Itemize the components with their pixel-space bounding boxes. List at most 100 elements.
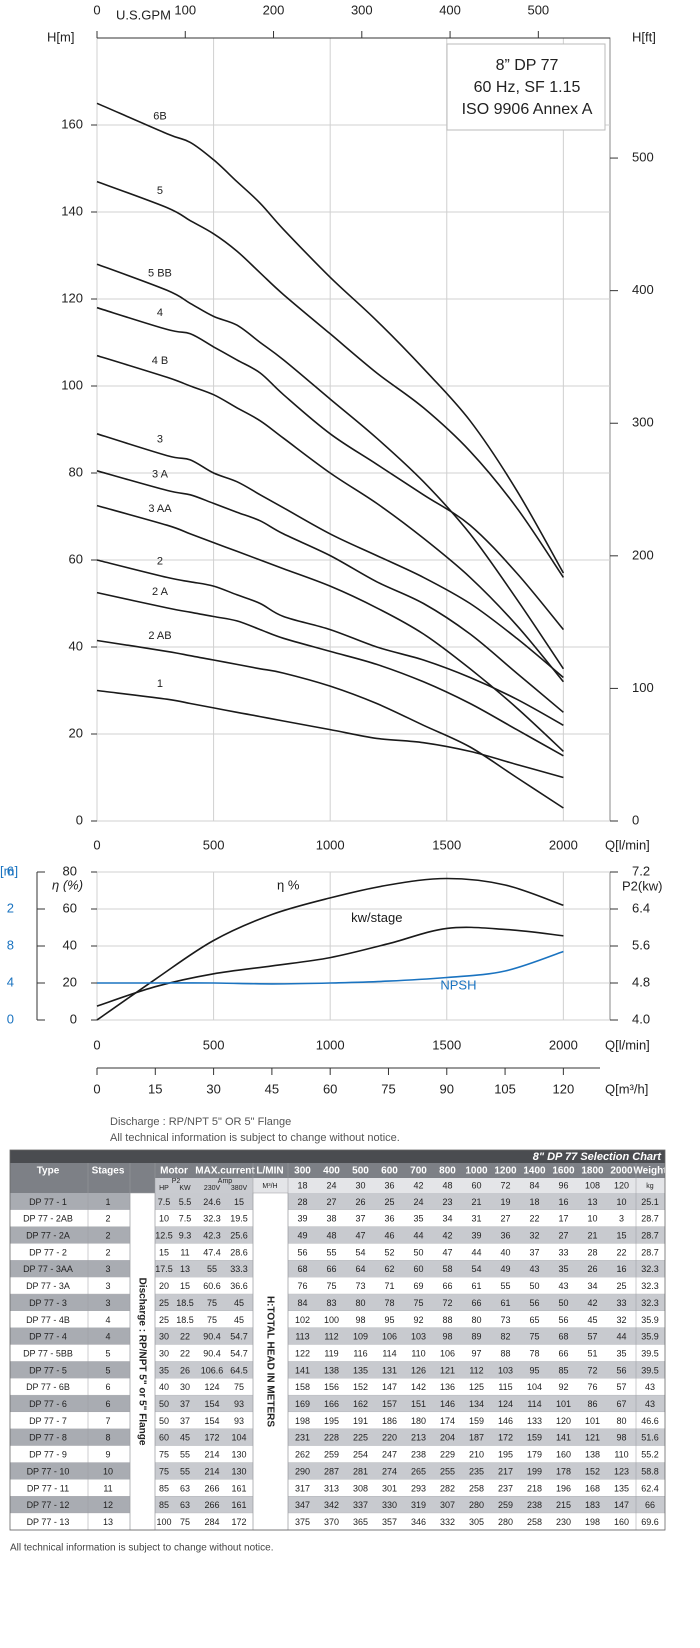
table-cell: 17.5 — [155, 1264, 173, 1274]
table-cell: 157 — [382, 1399, 397, 1409]
y-tick-label: 160 — [61, 116, 83, 131]
chart-title: ISO 9906 Annex A — [462, 101, 593, 118]
header-bg-light — [155, 1178, 253, 1193]
table-cell: 46 — [384, 1231, 394, 1241]
table-cell: 50 — [529, 1281, 539, 1291]
table-cell: 89 — [471, 1332, 481, 1342]
x2-tick-label: 0 — [93, 2, 100, 17]
table-cell: 35 — [616, 1348, 626, 1358]
table-cell: 40 — [159, 1382, 169, 1392]
table-cell: 39.5 — [641, 1365, 659, 1375]
y-tick-label: 60 — [69, 551, 83, 566]
table-cell: 85 — [159, 1483, 169, 1493]
table-cell: 7.5 — [179, 1214, 192, 1224]
table-cell: 2 — [105, 1231, 110, 1241]
table-cell: 259 — [324, 1450, 339, 1460]
table-cell: 135 — [614, 1483, 629, 1493]
table-cell: 69 — [413, 1281, 423, 1291]
table-cell: 287 — [324, 1466, 339, 1476]
table-cell: 33 — [558, 1247, 568, 1257]
sub-header: 120 — [614, 1180, 629, 1190]
table-cell: DP 77 - 3A — [26, 1281, 70, 1291]
curve — [96, 102, 565, 574]
curve-label: 3 — [157, 433, 163, 445]
table-cell: 217 — [498, 1466, 513, 1476]
table-cell: 101 — [556, 1399, 571, 1409]
table-cell: 183 — [585, 1500, 600, 1510]
table-cell: 67 — [616, 1399, 626, 1409]
table-cell: 48 — [326, 1231, 336, 1241]
table-cell: 65 — [529, 1315, 539, 1325]
table-cell: 32 — [529, 1231, 539, 1241]
sub-header: kg — [646, 1183, 654, 1190]
table-cell: 18 — [529, 1197, 539, 1207]
table-cell: 23 — [442, 1197, 452, 1207]
y-tick-label: 140 — [61, 203, 83, 218]
table-cell: 365 — [353, 1517, 368, 1527]
table-cell: 28 — [587, 1247, 597, 1257]
table-cell: DP 77 - 13 — [27, 1517, 70, 1527]
sub-header: 24 — [326, 1180, 336, 1190]
table-cell: 160 — [556, 1450, 571, 1460]
column-header: Stages — [92, 1166, 125, 1177]
table-cell: 313 — [324, 1483, 339, 1493]
table-cell: 247 — [382, 1450, 397, 1460]
table-cell: 110 — [411, 1348, 425, 1358]
y2-tick-label: 200 — [632, 547, 654, 562]
table-cell: 290 — [295, 1466, 310, 1476]
table-cell: 195 — [324, 1416, 339, 1426]
row-bg — [10, 1209, 665, 1227]
column-header: 400 — [323, 1166, 340, 1177]
table-cell: 317 — [295, 1483, 310, 1493]
table-cell: 66 — [558, 1348, 568, 1358]
curve — [96, 559, 564, 726]
table-cell: 93 — [234, 1416, 244, 1426]
table-cell: 68 — [558, 1332, 568, 1342]
table-cell: 375 — [295, 1517, 310, 1527]
row-bg — [10, 1260, 665, 1278]
column-header: 1600 — [552, 1166, 575, 1177]
table-cell: 63 — [180, 1483, 190, 1493]
table-cell: 51.6 — [641, 1433, 659, 1443]
sub-header: 60 — [471, 1180, 481, 1190]
table-cell: 57 — [616, 1382, 626, 1392]
table-cell: 112 — [469, 1365, 483, 1375]
table-cell: 28.7 — [641, 1231, 659, 1241]
table-cell: 110 — [614, 1450, 628, 1460]
y3-axis-label: [m] — [0, 863, 18, 878]
table-cell: 10 — [159, 1214, 169, 1224]
row-bg — [10, 1243, 665, 1261]
column-header: Type — [37, 1166, 60, 1177]
table-cell: 75 — [207, 1298, 217, 1308]
table-cell: 55 — [326, 1247, 336, 1257]
x-tick-label: 1000 — [316, 837, 345, 852]
table-cell: 116 — [353, 1348, 367, 1358]
table-cell: 152 — [353, 1382, 368, 1392]
table-cell: 36 — [500, 1231, 510, 1241]
table-cell: 187 — [469, 1433, 484, 1443]
table-cell: 97 — [471, 1348, 481, 1358]
selection-table: 8" DP 77 Selection Chart Type Stages Motor M… — [9, 1149, 667, 1554]
table-cell: 26 — [180, 1365, 190, 1375]
table-cell: 56 — [616, 1365, 626, 1375]
note: All technical information is subject to … — [110, 1132, 400, 1144]
y-axis-label: H[m] — [47, 29, 74, 44]
table-cell: 228 — [324, 1433, 339, 1443]
table-cell: 58 — [442, 1264, 452, 1274]
table-cell: DP 77 - 7 — [29, 1416, 67, 1426]
row-bg — [10, 1378, 665, 1396]
table-cell: 199 — [527, 1466, 542, 1476]
table-cell: 119 — [324, 1348, 338, 1358]
row-key-bg — [10, 1395, 130, 1413]
table-cell: 265 — [411, 1466, 426, 1476]
x-tick-label: 0 — [93, 837, 100, 852]
table-cell: 172 — [498, 1433, 513, 1443]
row-key-bg — [10, 1260, 130, 1278]
table-cell: 63 — [180, 1500, 190, 1510]
table-cell: 3 — [619, 1214, 624, 1224]
sub-header: 36 — [384, 1180, 394, 1190]
table-cell: 34 — [587, 1281, 597, 1291]
column-header: 300 — [294, 1166, 311, 1177]
table-cell: 32 — [616, 1315, 626, 1325]
table-cell: 3 — [105, 1298, 110, 1308]
